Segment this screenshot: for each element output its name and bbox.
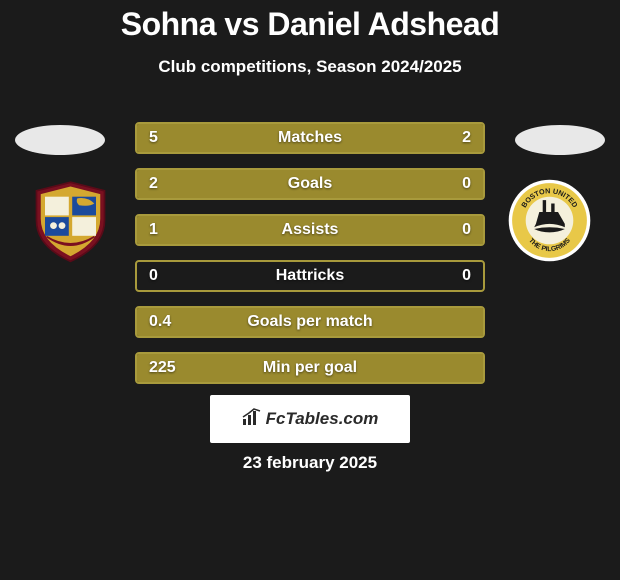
player-photo-right <box>515 125 605 155</box>
stat-label: Hattricks <box>137 267 483 285</box>
player-photo-left <box>15 125 105 155</box>
shield-icon <box>28 178 113 263</box>
club-badge-left <box>28 178 113 263</box>
roundel-icon: BOSTON UNITED THE PILGRIMS <box>507 178 592 263</box>
subtitle: Club competitions, Season 2024/2025 <box>0 57 620 77</box>
chart-icon <box>242 408 262 431</box>
stat-row: 0.4Goals per match <box>135 306 485 338</box>
club-badge-right: BOSTON UNITED THE PILGRIMS <box>507 178 592 263</box>
stat-row: 0Hattricks0 <box>135 260 485 292</box>
stat-label: Goals <box>137 175 483 193</box>
date-label: 23 february 2025 <box>0 453 620 473</box>
stat-label: Matches <box>137 129 483 147</box>
fctables-badge[interactable]: FcTables.com <box>210 395 410 443</box>
stats-area: 5Matches22Goals01Assists00Hattricks00.4G… <box>135 122 485 398</box>
stat-row: 2Goals0 <box>135 168 485 200</box>
page-title: Sohna vs Daniel Adshead <box>0 0 620 43</box>
stat-row: 225Min per goal <box>135 352 485 384</box>
comparison-card: Sohna vs Daniel Adshead Club competition… <box>0 0 620 580</box>
stat-right-value: 0 <box>462 221 471 239</box>
stat-label: Min per goal <box>137 359 483 377</box>
stat-label: Assists <box>137 221 483 239</box>
stat-right-value: 2 <box>462 129 471 147</box>
fctables-label: FcTables.com <box>266 409 379 429</box>
stat-row: 1Assists0 <box>135 214 485 246</box>
stat-label: Goals per match <box>137 313 483 331</box>
stat-row: 5Matches2 <box>135 122 485 154</box>
stat-right-value: 0 <box>462 267 471 285</box>
stat-right-value: 0 <box>462 175 471 193</box>
